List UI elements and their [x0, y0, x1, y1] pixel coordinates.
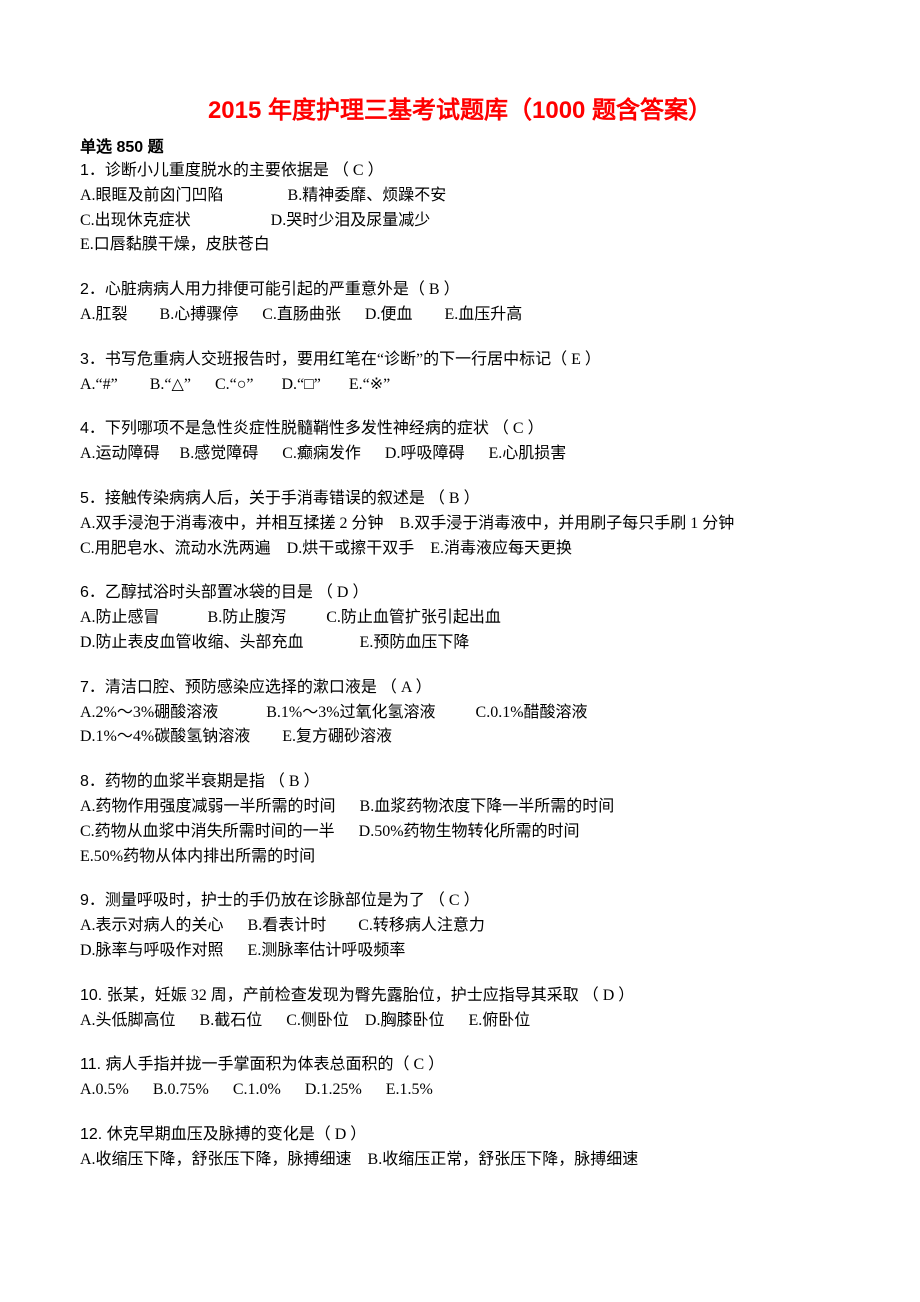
question-block: 8．药物的血浆半衰期是指 （ B ）A.药物作用强度减弱一半所需的时间 B.血浆… [80, 770, 840, 869]
option-line: A.双手浸泡于消毒液中，并相互揉搓 2 分钟 B.双手浸于消毒液中，并用刷子每只… [80, 512, 840, 537]
question-block: 2．心脏病病人用力排便可能引起的严重意外是（ B ）A.肛裂 B.心搏骤停 C.… [80, 278, 840, 328]
question-block: 12. 休克早期血压及脉搏的变化是（ D ）A.收缩压下降，舒张压下降，脉搏细速… [80, 1123, 840, 1173]
question-text: 乙醇拭浴时头部置冰袋的目是 （ D ） [105, 584, 369, 601]
option-line: E.口唇黏膜干燥，皮肤苍白 [80, 233, 840, 258]
question-stem: 5．接触传染病病人后，关于手消毒错误的叙述是 （ B ） [80, 487, 840, 512]
question-block: 11. 病人手指并拢一手掌面积为体表总面积的（ C ）A.0.5% B.0.75… [80, 1053, 840, 1103]
question-number: 1． [80, 162, 105, 179]
question-stem: 1．诊断小儿重度脱水的主要依据是 （ C ） [80, 159, 840, 184]
question-stem: 12. 休克早期血压及脉搏的变化是（ D ） [80, 1123, 840, 1148]
option-line: A.眼眶及前囟门凹陷 B.精神委靡、烦躁不安 [80, 184, 840, 209]
question-text: 诊断小儿重度脱水的主要依据是 （ C ） [105, 162, 384, 179]
question-stem: 10. 张某，妊娠 32 周，产前检查发现为臀先露胎位，护士应指导其采取 （ D… [80, 984, 840, 1009]
question-stem: 3．书写危重病人交班报告时，要用红笔在“诊断”的下一行居中标记（ E ） [80, 348, 840, 373]
option-line: A.药物作用强度减弱一半所需的时间 B.血浆药物浓度下降一半所需的时间 [80, 795, 840, 820]
document-page: 2015 年度护理三基考试题库（1000 题含答案） 单选 850 题 1．诊断… [0, 0, 920, 1302]
questions-container: 1．诊断小儿重度脱水的主要依据是 （ C ）A.眼眶及前囟门凹陷 B.精神委靡、… [80, 159, 840, 1173]
question-text: 接触传染病病人后，关于手消毒错误的叙述是 （ B ） [105, 490, 480, 507]
question-stem: 11. 病人手指并拢一手掌面积为体表总面积的（ C ） [80, 1053, 840, 1078]
option-line: A.表示对病人的关心 B.看表计时 C.转移病人注意力 [80, 914, 840, 939]
question-stem: 7．清洁口腔、预防感染应选择的漱口液是 （ A ） [80, 676, 840, 701]
question-number: 7． [80, 679, 105, 696]
option-line: C.出现休克症状 D.哭时少泪及尿量减少 [80, 209, 840, 234]
question-text: 测量呼吸时，护士的手仍放在诊脉部位是为了 （ C ） [105, 892, 480, 909]
question-block: 4．下列哪项不是急性炎症性脱髓鞘性多发性神经病的症状 （ C ）A.运动障碍 B… [80, 417, 840, 467]
question-number: 10. [80, 987, 107, 1004]
document-title: 2015 年度护理三基考试题库（1000 题含答案） [80, 90, 840, 125]
question-block: 7．清洁口腔、预防感染应选择的漱口液是 （ A ）A.2%～3%硼酸溶液 B.1… [80, 676, 840, 750]
option-line: D.1%～4%碳酸氢钠溶液 E.复方硼砂溶液 [80, 725, 840, 750]
question-stem: 4．下列哪项不是急性炎症性脱髓鞘性多发性神经病的症状 （ C ） [80, 417, 840, 442]
question-number: 6． [80, 584, 105, 601]
question-text: 休克早期血压及脉搏的变化是（ D ） [107, 1126, 367, 1143]
option-line: A.运动障碍 B.感觉障碍 C.癫痫发作 D.呼吸障碍 E.心肌损害 [80, 442, 840, 467]
question-number: 2． [80, 281, 105, 298]
question-block: 6．乙醇拭浴时头部置冰袋的目是 （ D ）A.防止感冒 B.防止腹泻 C.防止血… [80, 581, 840, 655]
question-block: 5．接触传染病病人后，关于手消毒错误的叙述是 （ B ）A.双手浸泡于消毒液中，… [80, 487, 840, 561]
question-stem: 2．心脏病病人用力排便可能引起的严重意外是（ B ） [80, 278, 840, 303]
question-text: 张某，妊娠 32 周，产前检查发现为臀先露胎位，护士应指导其采取 （ D ） [107, 987, 635, 1004]
option-line: E.50%药物从体内排出所需的时间 [80, 845, 840, 870]
question-text: 下列哪项不是急性炎症性脱髓鞘性多发性神经病的症状 （ C ） [105, 420, 544, 437]
question-block: 10. 张某，妊娠 32 周，产前检查发现为臀先露胎位，护士应指导其采取 （ D… [80, 984, 840, 1034]
option-line: A.收缩压下降，舒张压下降，脉搏细速 B.收缩压正常，舒张压下降，脉搏细速 [80, 1148, 840, 1173]
question-stem: 8．药物的血浆半衰期是指 （ B ） [80, 770, 840, 795]
option-line: C.用肥皂水、流动水洗两遍 D.烘干或擦干双手 E.消毒液应每天更换 [80, 537, 840, 562]
question-number: 3． [80, 351, 105, 368]
question-number: 4． [80, 420, 105, 437]
question-text: 病人手指并拢一手掌面积为体表总面积的（ C ） [106, 1056, 445, 1073]
question-number: 11. [80, 1056, 106, 1073]
option-line: A.肛裂 B.心搏骤停 C.直肠曲张 D.便血 E.血压升高 [80, 303, 840, 328]
question-number: 9． [80, 892, 105, 909]
option-line: A.防止感冒 B.防止腹泻 C.防止血管扩张引起出血 [80, 606, 840, 631]
question-stem: 9．测量呼吸时，护士的手仍放在诊脉部位是为了 （ C ） [80, 889, 840, 914]
option-line: A.2%～3%硼酸溶液 B.1%～3%过氧化氢溶液 C.0.1%醋酸溶液 [80, 701, 840, 726]
question-block: 3．书写危重病人交班报告时，要用红笔在“诊断”的下一行居中标记（ E ）A.“#… [80, 348, 840, 398]
question-text: 心脏病病人用力排便可能引起的严重意外是（ B ） [105, 281, 460, 298]
question-block: 1．诊断小儿重度脱水的主要依据是 （ C ）A.眼眶及前囟门凹陷 B.精神委靡、… [80, 159, 840, 258]
question-number: 5． [80, 490, 105, 507]
option-line: A.“#” B.“△” C.“○” D.“□” E.“※” [80, 373, 840, 398]
question-number: 12. [80, 1126, 107, 1143]
question-text: 书写危重病人交班报告时，要用红笔在“诊断”的下一行居中标记（ E ） [105, 351, 601, 368]
question-block: 9．测量呼吸时，护士的手仍放在诊脉部位是为了 （ C ）A.表示对病人的关心 B… [80, 889, 840, 963]
option-line: C.药物从血浆中消失所需时间的一半 D.50%药物生物转化所需的时间 [80, 820, 840, 845]
question-number: 8． [80, 773, 105, 790]
question-stem: 6．乙醇拭浴时头部置冰袋的目是 （ D ） [80, 581, 840, 606]
option-line: D.脉率与呼吸作对照 E.测脉率估计呼吸频率 [80, 939, 840, 964]
section-header: 单选 850 题 [80, 133, 840, 157]
question-text: 清洁口腔、预防感染应选择的漱口液是 （ A ） [105, 679, 432, 696]
option-line: A.头低脚高位 B.截石位 C.侧卧位 D.胸膝卧位 E.俯卧位 [80, 1009, 840, 1034]
option-line: D.防止表皮血管收缩、头部充血 E.预防血压下降 [80, 631, 840, 656]
option-line: A.0.5% B.0.75% C.1.0% D.1.25% E.1.5% [80, 1078, 840, 1103]
question-text: 药物的血浆半衰期是指 （ B ） [105, 773, 320, 790]
